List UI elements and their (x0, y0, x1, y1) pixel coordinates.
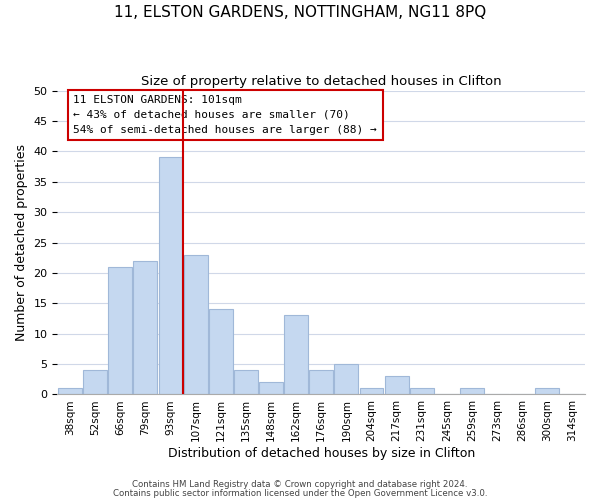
Bar (58, 388, 82, 394)
Bar (460, 388, 484, 394)
Bar (184, 254, 208, 394)
Bar (108, 267, 132, 394)
Text: 11, ELSTON GARDENS, NOTTINGHAM, NG11 8PQ: 11, ELSTON GARDENS, NOTTINGHAM, NG11 8PQ (114, 5, 486, 20)
Bar (158, 158, 182, 394)
Text: 11 ELSTON GARDENS: 101sqm
← 43% of detached houses are smaller (70)
54% of semi-: 11 ELSTON GARDENS: 101sqm ← 43% of detac… (73, 95, 377, 134)
Bar (83, 370, 107, 394)
Title: Size of property relative to detached houses in Clifton: Size of property relative to detached ho… (141, 75, 502, 88)
Bar (410, 388, 434, 394)
Text: Contains HM Land Registry data © Crown copyright and database right 2024.: Contains HM Land Registry data © Crown c… (132, 480, 468, 489)
Bar (334, 364, 358, 394)
Bar (284, 316, 308, 394)
Bar (234, 370, 258, 394)
Bar (133, 260, 157, 394)
Bar (309, 370, 333, 394)
X-axis label: Distribution of detached houses by size in Clifton: Distribution of detached houses by size … (167, 447, 475, 460)
Y-axis label: Number of detached properties: Number of detached properties (15, 144, 28, 341)
Bar (259, 382, 283, 394)
Bar (359, 388, 383, 394)
Text: Contains public sector information licensed under the Open Government Licence v3: Contains public sector information licen… (113, 488, 487, 498)
Bar (209, 310, 233, 394)
Bar (385, 376, 409, 394)
Bar (535, 388, 559, 394)
